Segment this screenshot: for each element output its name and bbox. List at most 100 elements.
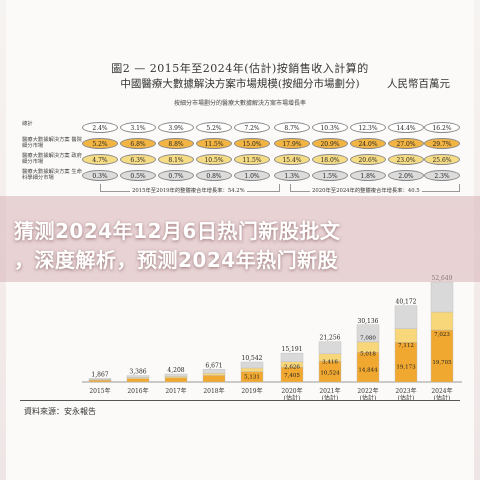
bracket-left-label: 2015年至2019年的整體複合年增長率：54.2% [130, 186, 247, 194]
figure-subtitle-text: 中國醫療大數據解決方案市場規模(按細分市場劃分) [120, 78, 360, 90]
bar-segment-label: 7,080 [360, 336, 376, 342]
bar-segment-label: 7,112 [398, 343, 414, 349]
x-axis-tick-label: 2023年 (估計) [395, 388, 417, 402]
bar-segment [88, 378, 112, 380]
bar-segment [430, 311, 454, 331]
growth-rate-pill: 8.7% [274, 122, 310, 133]
stacked-bar-chart: 1,867 3,386 4,208 6,671 10,542 15,191 21,256 30… [82, 275, 462, 383]
bar-segment-label: 5,131 [244, 374, 260, 380]
bar-total-label: 40,172 [396, 299, 417, 306]
bar-total-label: 6,671 [205, 362, 222, 369]
bracket-right-label: 2020年至2024年的整體複合年增長率：40.5 [310, 186, 422, 194]
growth-rate-pill: 1.3% [274, 170, 310, 181]
bar-segment [202, 372, 226, 376]
growth-rate-pill: 15.4% [274, 154, 310, 165]
growth-rate-pill: 4.7% [82, 154, 118, 165]
growth-rate-pill: 18.0% [312, 154, 348, 165]
x-axis-tick-label: 2019年 [241, 388, 263, 395]
bar-segment [164, 377, 188, 383]
x-axis-tick-label: 2016年 [127, 388, 149, 395]
growth-rate-pill: 20.9% [312, 138, 348, 149]
bar-segment [394, 305, 418, 329]
bar-segment [240, 361, 264, 369]
growth-rate-pill: 3.9% [158, 122, 194, 133]
growth-rate-pill: 6.3% [120, 154, 156, 165]
x-axis-tick-label: 2022年 (估計) [357, 388, 379, 402]
x-axis-tick-label: 2024年 (估計) [431, 388, 453, 402]
growth-row-label: 醫療大數據解決方案 生命科學細分市場 [22, 169, 82, 182]
growth-rate-pill: 2.0% [388, 170, 424, 181]
growth-rate-pill: 24.0% [350, 138, 386, 149]
figure-subtitle: 中國醫療大數據解決方案市場規模(按細分市場劃分) 人民幣百萬元 [0, 76, 480, 91]
growth-rate-pill: 1.5% [312, 170, 348, 181]
growth-rate-pill: 8.8% [158, 138, 194, 149]
x-axis-tick-label: 2018年 [203, 388, 225, 395]
headline-banner [0, 196, 480, 282]
bar-segment-label: 7,405 [284, 373, 300, 379]
source-divider [20, 400, 460, 401]
bar-segment [202, 369, 226, 374]
bar-segment [318, 341, 342, 354]
growth-rate-pill: 15.0% [234, 138, 270, 149]
growth-rate-pill: 20.6% [350, 154, 386, 165]
bar-segment-label: 10,524 [320, 371, 340, 377]
bar-segment-label: 3,416 [322, 359, 338, 365]
bar-segment [164, 376, 188, 379]
figure-title: 圖2 — 2015年至2024年(估計)按銷售收入計算的 [111, 62, 369, 75]
growth-rate-pill: 8.1% [158, 154, 194, 165]
growth-rate-pill: 0.8% [196, 170, 232, 181]
growth-rate-pill: 12.3% [350, 122, 386, 133]
bar-segment [430, 281, 454, 313]
headline-line-1[interactable]: 猜测2024年12月6日热门新股批文 [14, 219, 341, 243]
bar-total-label: 30,136 [358, 318, 379, 325]
growth-rate-pill: 5.2% [82, 138, 118, 149]
bar-segment [240, 367, 264, 372]
x-axis-tick-label: 2021年 (估計) [319, 388, 341, 402]
growth-rate-pill: 3.1% [120, 122, 156, 133]
growth-rate-pill: 7.2% [234, 122, 270, 133]
growth-rate-pill: 23.0% [388, 154, 424, 165]
growth-rate-pill: 1.0% [234, 170, 270, 181]
growth-rate-pill: 0.5% [120, 170, 156, 181]
growth-rate-pill: 25.6% [424, 154, 460, 165]
bar-total-label: 21,256 [320, 335, 341, 342]
headline-line-2[interactable]: ，深度解析，预测2024年热门新股 [14, 248, 339, 272]
growth-rate-pill: 2.4% [82, 122, 118, 133]
bar-segment [164, 373, 188, 377]
growth-rate-pill: 27.0% [388, 138, 424, 149]
bar-segment [88, 379, 112, 383]
growth-rate-pill: 16.2% [424, 122, 460, 133]
bar-segment [126, 375, 150, 378]
bar-segment-label: 2,626 [284, 365, 300, 371]
growth-rate-pill: 17.9% [274, 138, 310, 149]
growth-row-label: 總計 [22, 121, 33, 127]
bar-segment-label: 14,844 [358, 368, 378, 374]
bar-segment [394, 328, 418, 343]
growth-rate-pill: 6.8% [120, 138, 156, 149]
bar-total-label: 15,191 [282, 346, 303, 353]
growth-rate-pill: 5.2% [196, 122, 232, 133]
bar-total-label: 3,386 [129, 369, 146, 376]
bar-segment-label: 5,018 [360, 352, 376, 358]
bar-segment-label: 7,023 [434, 332, 450, 338]
x-axis-tick-label: 2020年 (估計) [281, 388, 303, 402]
bar-segment [280, 352, 304, 363]
growth-rate-pill: 29.7% [424, 138, 460, 149]
growth-rate-pill: 0.3% [82, 170, 118, 181]
x-axis-tick-label: 2015年 [89, 388, 111, 395]
bar-total-label: 1,867 [91, 371, 108, 378]
growth-rate-pill: 14.4% [388, 122, 424, 133]
figure-unit: 人民幣百萬元 [387, 78, 450, 90]
growth-rate-pill: 10.3% [312, 122, 348, 133]
bar-segment [126, 378, 150, 383]
x-axis-tick-label: 2017年 [165, 388, 187, 395]
bar-segment-label: 19,173 [396, 364, 416, 370]
growth-rate-pill: 0.7% [158, 170, 194, 181]
growth-row-label: 醫療大數據解決方案 政府細分市場 [22, 153, 82, 166]
source-note: 資料來源：安永報告 [24, 407, 96, 416]
bar-total-label: 4,208 [167, 367, 184, 374]
growth-rate-pill: 11.5% [196, 138, 232, 149]
growth-row-label: 醫療大數據解決方案 醫院細分市場 [22, 137, 82, 150]
bar-segment-label: 19,705 [432, 360, 452, 366]
growth-rate-pill: 11.5% [234, 154, 270, 165]
